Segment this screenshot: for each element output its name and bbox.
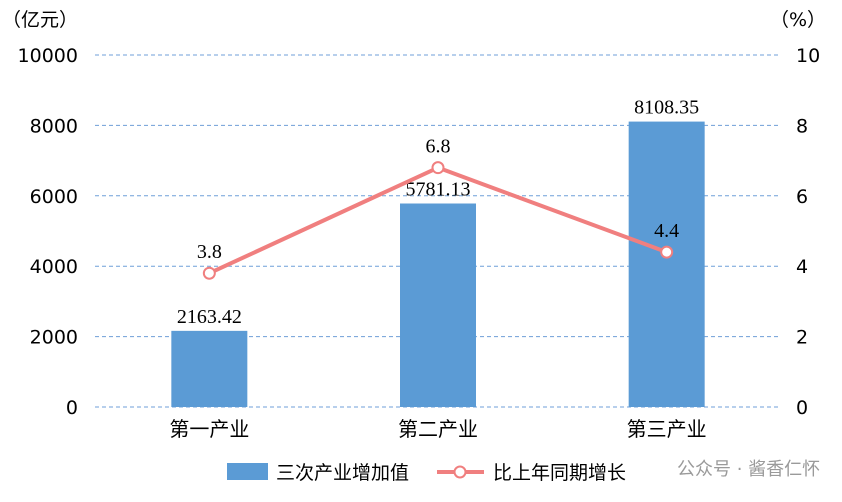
line-point bbox=[431, 161, 445, 175]
legend-bar-label: 三次产业增加值 bbox=[276, 462, 409, 484]
line-data-label: 6.8 bbox=[426, 136, 451, 158]
left-tick-label: 0 bbox=[66, 397, 78, 419]
legend-bar-swatch bbox=[227, 463, 268, 480]
category-label: 第三产业 bbox=[627, 417, 707, 441]
line-point bbox=[660, 245, 674, 259]
right-axis-unit: （%） bbox=[770, 9, 826, 31]
bar bbox=[171, 330, 248, 407]
line-point bbox=[202, 266, 216, 280]
legend-line-label: 比上年同期增长 bbox=[493, 462, 626, 484]
right-axis-ticks: 0 2 4 6 8 10 bbox=[796, 45, 820, 419]
left-tick-label: 10000 bbox=[18, 45, 78, 67]
left-tick-label: 2000 bbox=[30, 327, 78, 349]
legend: 三次产业增加值 比上年同期增长 bbox=[227, 462, 626, 484]
left-axis-unit: （亿元） bbox=[2, 9, 78, 31]
bar-data-labels: 2163.42 5781.13 8108.35 bbox=[177, 97, 699, 328]
bar bbox=[628, 121, 705, 407]
line-data-label: 3.8 bbox=[197, 241, 222, 263]
category-label: 第二产业 bbox=[398, 417, 478, 441]
line-data-label: 4.4 bbox=[654, 220, 679, 242]
line-series bbox=[202, 161, 674, 280]
right-tick-label: 2 bbox=[796, 327, 808, 349]
category-label: 第一产业 bbox=[169, 417, 249, 441]
left-tick-label: 6000 bbox=[30, 186, 78, 208]
category-labels: 第一产业 第二产业 第三产业 bbox=[169, 417, 706, 441]
bar-data-label: 8108.35 bbox=[634, 97, 699, 119]
right-tick-label: 4 bbox=[796, 256, 808, 278]
right-tick-label: 8 bbox=[796, 115, 808, 137]
bar-data-label: 2163.42 bbox=[177, 306, 242, 328]
left-axis-ticks: 0 2000 4000 6000 8000 10000 bbox=[18, 45, 78, 419]
right-tick-label: 6 bbox=[796, 186, 808, 208]
bar bbox=[400, 203, 476, 407]
line-data-labels: 3.8 6.8 4.4 bbox=[197, 136, 679, 264]
bar-series bbox=[171, 121, 705, 407]
left-tick-label: 4000 bbox=[30, 256, 78, 278]
right-tick-label: 0 bbox=[796, 397, 808, 419]
bar-data-label: 5781.13 bbox=[406, 179, 471, 201]
left-tick-label: 8000 bbox=[30, 115, 78, 137]
right-tick-label: 10 bbox=[796, 45, 820, 67]
watermark: 公众号 · 酱香仁怀 bbox=[677, 459, 820, 480]
legend-line-marker bbox=[453, 465, 467, 479]
